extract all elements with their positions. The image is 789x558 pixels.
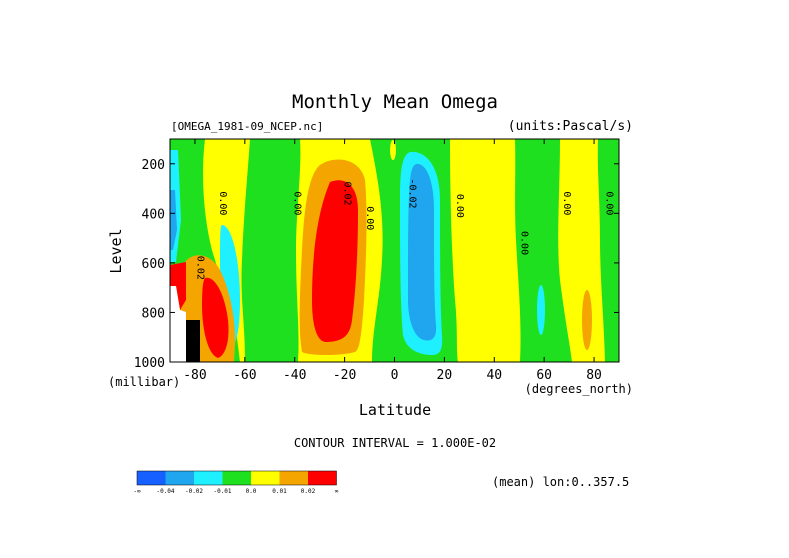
colorbar-label: -0.01 <box>213 488 231 495</box>
contour-label: 0.02 <box>194 256 205 280</box>
band-green-northpolar <box>597 139 619 362</box>
colorbar-label: 0.01 <box>272 488 287 495</box>
contour-label: 0.00 <box>604 191 615 215</box>
y-tick-label: 1000 <box>134 356 165 371</box>
colorbar-label: -∞ <box>133 488 141 495</box>
y-unit: (millibar) <box>108 375 180 389</box>
x-tick-label: -40 <box>283 368 306 383</box>
colorbar-label: -0.04 <box>156 488 174 495</box>
x-tick-label: -80 <box>183 368 206 383</box>
contour-label: 0.00 <box>364 206 375 230</box>
x-tick-label: -60 <box>233 368 256 383</box>
blob-orange-north <box>582 290 592 350</box>
colorbar-label: ∞ <box>335 488 339 495</box>
file-label: [OMEGA_1981-09_NCEP.nc] <box>171 120 323 133</box>
contour-label: 0.00 <box>561 191 572 215</box>
band-green-northmid <box>515 139 572 362</box>
contour-label: -0.02 <box>406 178 417 208</box>
y-tick-label: 200 <box>142 158 165 173</box>
blob-yellow-itcz <box>390 140 396 160</box>
x-tick-label: 40 <box>486 368 502 383</box>
colorbar-swatch <box>251 471 280 485</box>
x-axis: -80 -60 -40 -20 0 20 40 60 80 <box>183 139 602 383</box>
colorbar: -∞ -0.04 -0.02 -0.01 0.0 0.01 0.02 ∞ <box>133 470 339 495</box>
chart-title: Monthly Mean Omega <box>292 91 498 113</box>
contour-label: 0.02 <box>342 181 353 205</box>
band-red-south <box>202 277 229 358</box>
colorbar-swatch <box>194 471 223 485</box>
colorbar-swatch <box>137 471 166 485</box>
colorbar-swatch <box>279 471 308 485</box>
blob-cyan-north <box>537 285 545 335</box>
x-tick-label: -20 <box>333 368 356 383</box>
y-axis: 200 400 600 800 1000 <box>134 158 619 371</box>
x-unit: (degrees_north) <box>525 382 633 396</box>
missing-data <box>170 286 186 362</box>
colorbar-frame <box>136 470 337 486</box>
colorbar-swatch <box>222 471 251 485</box>
x-axis-label: Latitude <box>359 401 431 419</box>
y-tick-label: 800 <box>142 306 165 321</box>
band-red-subtropics <box>312 180 358 342</box>
contour-label: 0.00 <box>217 191 228 215</box>
band-blue-itcz <box>408 163 437 341</box>
contour-label: 0.00 <box>292 191 303 215</box>
y-tick-label: 400 <box>142 207 165 222</box>
dense-contours <box>186 320 200 362</box>
contour-interval: CONTOUR INTERVAL = 1.000E-02 <box>294 436 496 450</box>
x-tick-label: 80 <box>586 368 602 383</box>
contour-labels: 0.00 0.00 0.02 0.00 -0.02 0.00 0.00 0.00 0.00 0.0… <box>194 178 614 279</box>
x-tick-label: 60 <box>536 368 552 383</box>
contour-label: 0.00 <box>519 231 530 255</box>
plot-area: 0.00 0.00 0.02 0.00 -0.02 0.00 0.00 0.00 0.00 0.0… <box>169 138 620 363</box>
band-blue-edge <box>170 190 177 250</box>
contour-label: 0.00 <box>454 194 465 218</box>
colorbar-label: 0.02 <box>301 488 316 495</box>
band-red-edge <box>170 262 186 310</box>
blob-green-sub2 <box>269 233 275 277</box>
y-tick-label: 600 <box>142 257 165 272</box>
blob-green-sub <box>255 273 261 293</box>
y-axis-label: Level <box>107 228 125 273</box>
x-tick-label: 0 <box>391 368 399 383</box>
colorbar-swatch <box>308 471 337 485</box>
colorbar-swatch <box>165 471 194 485</box>
x-tick-label: 20 <box>437 368 453 383</box>
colorbar-label: 0.0 <box>246 488 257 495</box>
mean-label: (mean) lon:0..357.5 <box>492 475 629 489</box>
colorbar-label: -0.02 <box>185 488 203 495</box>
units-label: (units:Pascal/s) <box>508 119 633 134</box>
